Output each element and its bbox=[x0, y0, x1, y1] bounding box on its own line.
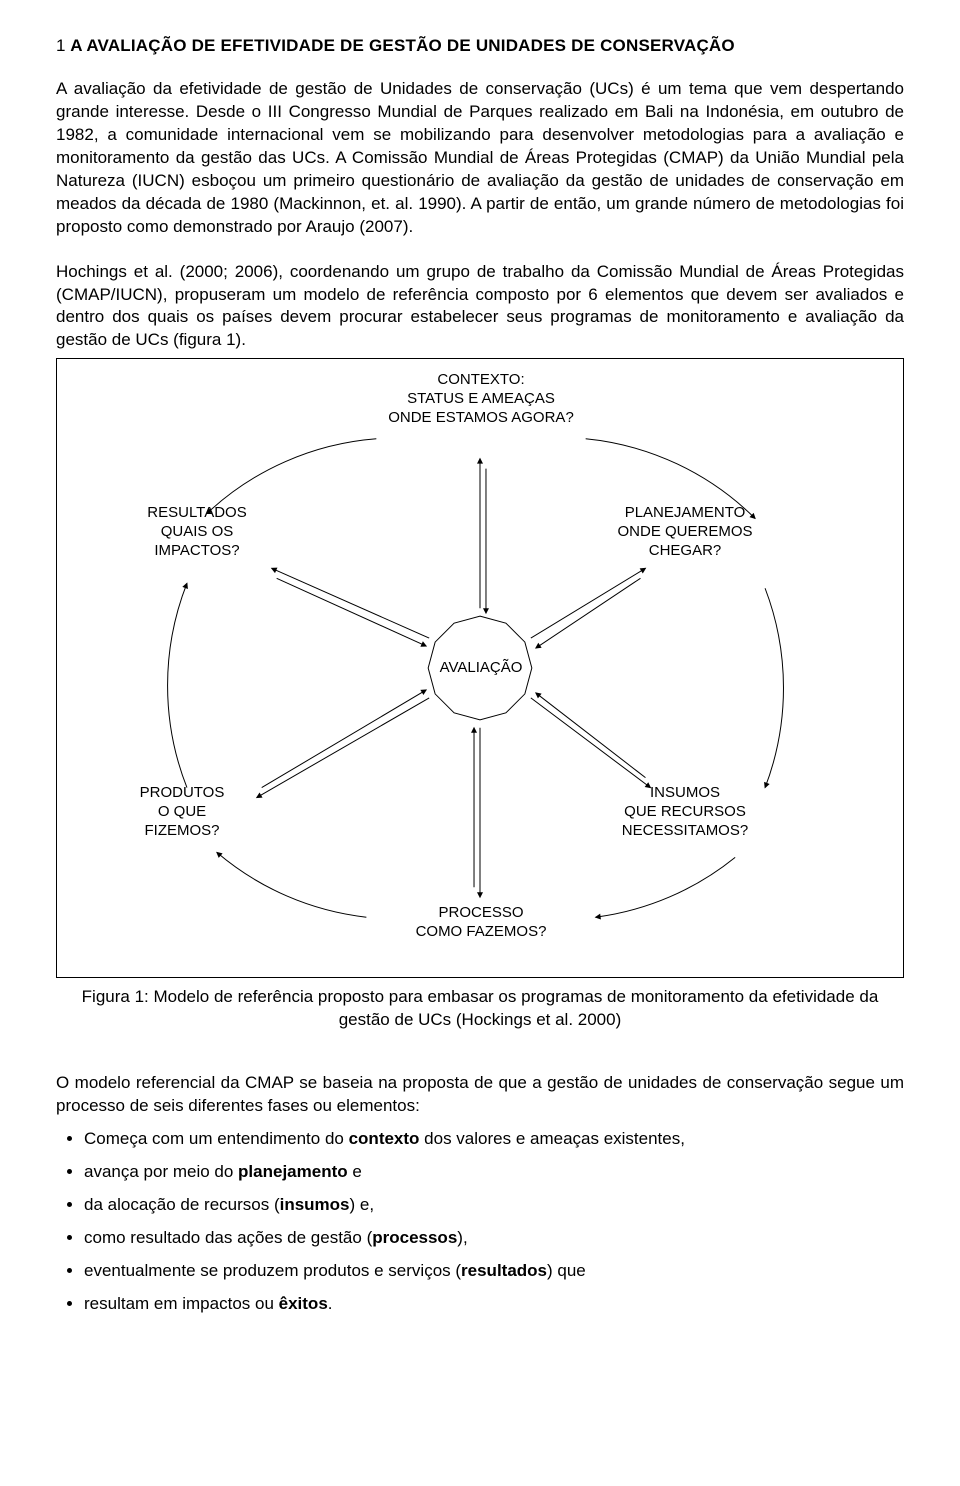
section-heading: 1 A AVALIAÇÃO DE EFETIVIDADE DE GESTÃO D… bbox=[56, 36, 904, 56]
bullet-5-bold: resultados bbox=[461, 1261, 547, 1280]
bullet-1-bold: contexto bbox=[349, 1129, 420, 1148]
bullet-6-post: . bbox=[328, 1294, 333, 1313]
section-title: A AVALIAÇÃO DE EFETIVIDADE DE GESTÃO DE … bbox=[70, 36, 735, 55]
bullet-2-bold: planejamento bbox=[238, 1162, 348, 1181]
document-page: 1 A AVALIAÇÃO DE EFETIVIDADE DE GESTÃO D… bbox=[0, 0, 960, 1486]
bullet-6-bold: êxitos bbox=[279, 1294, 328, 1313]
bullet-4-post: ), bbox=[457, 1228, 467, 1247]
node-insumos: INSUMOS QUE RECURSOS NECESSITAMOS? bbox=[605, 784, 765, 840]
bullet-2-pre: avança por meio do bbox=[84, 1162, 238, 1181]
bullet-3-bold: insumos bbox=[280, 1195, 350, 1214]
bullet-3-post: ) e, bbox=[350, 1195, 375, 1214]
paragraph-3: O modelo referencial da CMAP se baseia n… bbox=[56, 1072, 904, 1118]
paragraph-1: A avaliação da efetividade de gestão de … bbox=[56, 78, 904, 239]
bullet-1-post: dos valores e ameaças existentes, bbox=[419, 1129, 685, 1148]
bullet-2-post: e bbox=[348, 1162, 362, 1181]
node-planejamento: PLANEJAMENTO ONDE QUEREMOS CHEGAR? bbox=[605, 504, 765, 560]
bullet-4: como resultado das ações de gestão (proc… bbox=[84, 1227, 904, 1250]
figure-1-caption: Figura 1: Modelo de referência proposto … bbox=[56, 986, 904, 1032]
bullet-2: avança por meio do planejamento e bbox=[84, 1161, 904, 1184]
figure-1-box: CONTEXTO: STATUS E AMEAÇAS ONDE ESTAMOS … bbox=[56, 358, 904, 978]
bullet-1: Começa com um entendimento do contexto d… bbox=[84, 1128, 904, 1151]
bullet-6: resultam em impactos ou êxitos. bbox=[84, 1293, 904, 1316]
bullet-6-pre: resultam em impactos ou bbox=[84, 1294, 279, 1313]
node-resultados: RESULTADOS QUAIS OS IMPACTOS? bbox=[127, 504, 267, 560]
node-processo: PROCESSO COMO FAZEMOS? bbox=[391, 904, 571, 942]
bullet-list: Começa com um entendimento do contexto d… bbox=[56, 1128, 904, 1316]
bullet-5-pre: eventualmente se produzem produtos e ser… bbox=[84, 1261, 461, 1280]
node-produtos: PRODUTOS O QUE FIZEMOS? bbox=[117, 784, 247, 840]
bullet-5-post: ) que bbox=[547, 1261, 586, 1280]
bullet-3-pre: da alocação de recursos ( bbox=[84, 1195, 280, 1214]
bullet-4-pre: como resultado das ações de gestão ( bbox=[84, 1228, 372, 1247]
node-contexto: CONTEXTO: STATUS E AMEAÇAS ONDE ESTAMOS … bbox=[357, 371, 605, 427]
node-center: AVALIAÇÃO bbox=[431, 659, 531, 678]
bullet-5: eventualmente se produzem produtos e ser… bbox=[84, 1260, 904, 1283]
paragraph-2: Hochings et al. (2000; 2006), coordenand… bbox=[56, 261, 904, 353]
bullet-3: da alocação de recursos (insumos) e, bbox=[84, 1194, 904, 1217]
bullet-1-pre: Começa com um entendimento do bbox=[84, 1129, 349, 1148]
section-number: 1 bbox=[56, 36, 70, 55]
bullet-4-bold: processos bbox=[372, 1228, 457, 1247]
